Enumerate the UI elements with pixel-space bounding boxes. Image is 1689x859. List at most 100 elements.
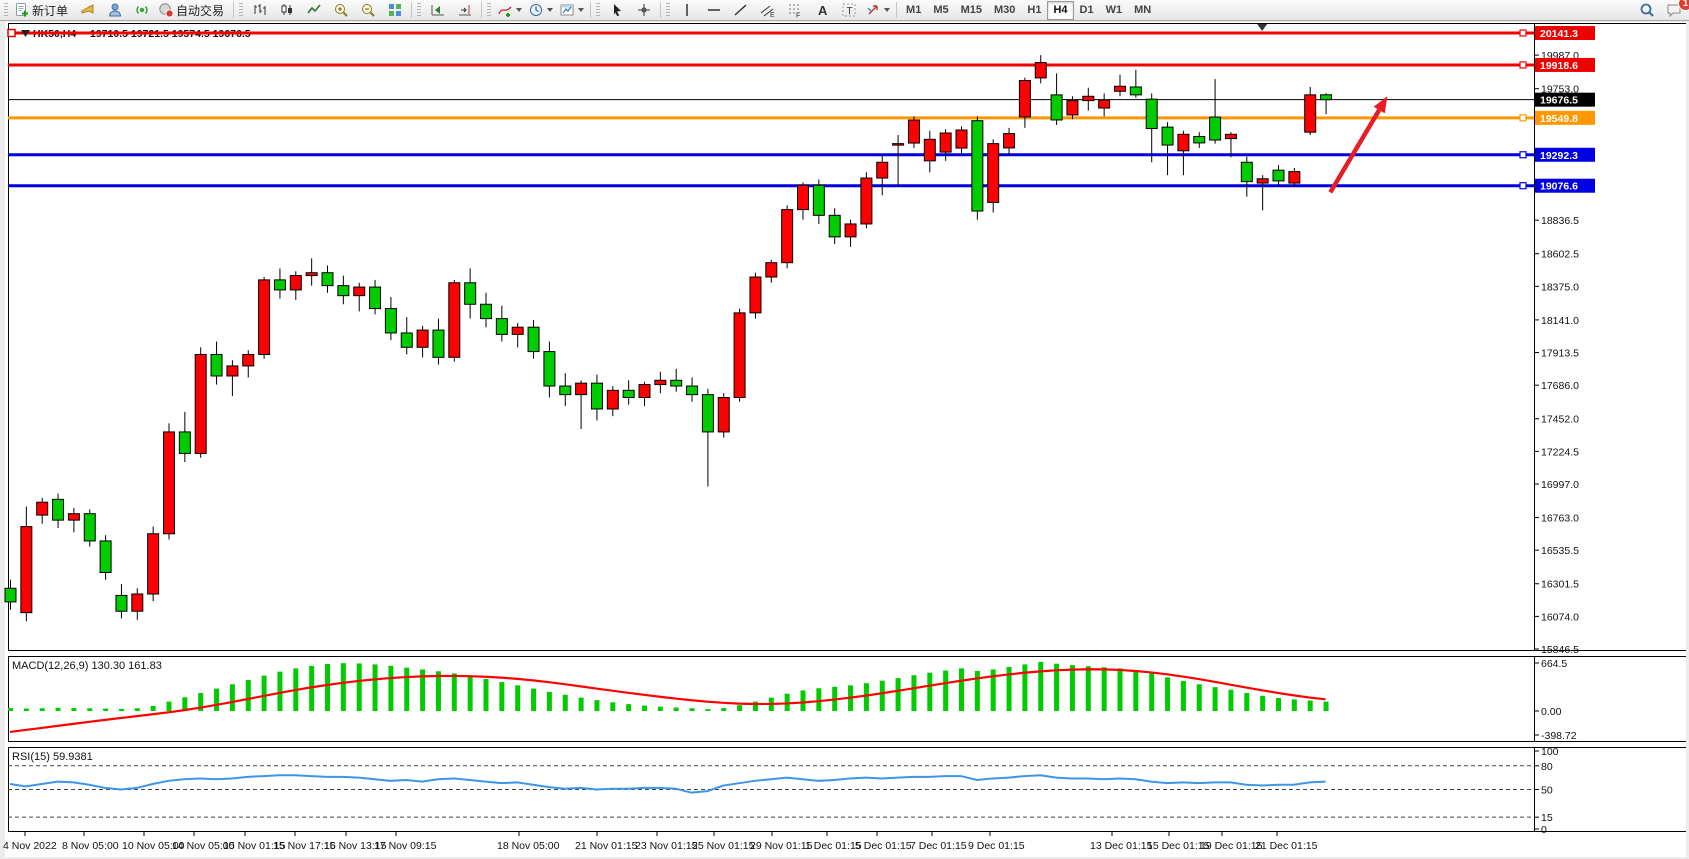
line-chart-button[interactable] <box>300 0 327 21</box>
candle <box>1003 127 1016 156</box>
signals-button[interactable] <box>128 0 155 21</box>
search-button[interactable] <box>1633 0 1660 21</box>
candle <box>749 272 762 319</box>
candle <box>67 507 80 533</box>
svg-text:19676.5: 19676.5 <box>1540 95 1578 107</box>
candle <box>131 588 144 620</box>
chevron-down-icon[interactable] <box>516 8 523 12</box>
candle <box>384 297 397 341</box>
fibonacci-button[interactable]: F <box>781 0 808 21</box>
timeframe-mn[interactable]: MN <box>1134 4 1152 16</box>
svg-text:17913.5: 17913.5 <box>1541 348 1579 360</box>
toolbar-separator <box>233 2 235 18</box>
line-handle[interactable] <box>1519 114 1527 122</box>
candle <box>907 116 920 148</box>
equidistant-channel-button[interactable]: E <box>754 0 781 21</box>
svg-text:-398.72: -398.72 <box>1541 730 1577 742</box>
autotrading-button-label: 自动交易 <box>176 3 225 18</box>
candle <box>606 386 619 417</box>
candle <box>1209 79 1222 144</box>
line-handle[interactable] <box>1519 182 1527 190</box>
candle <box>1256 175 1269 211</box>
tile-windows-button[interactable] <box>381 0 408 21</box>
line-handle[interactable] <box>1519 29 1527 37</box>
broadcast-icon <box>134 2 150 18</box>
candle <box>828 208 841 245</box>
svg-text:16535.5: 16535.5 <box>1541 545 1579 557</box>
bar-chart-button[interactable] <box>246 0 273 21</box>
chevron-down-icon[interactable] <box>884 8 891 12</box>
candle <box>1193 132 1206 148</box>
text-label-button[interactable]: T <box>835 0 862 21</box>
zoom-in-button[interactable] <box>327 0 354 21</box>
timeframe-h1[interactable]: H1 <box>1027 4 1042 16</box>
profile-button[interactable] <box>101 0 128 21</box>
candlestick-chart-button[interactable] <box>273 0 300 21</box>
fibo-icon: F <box>787 2 803 18</box>
candle <box>543 341 556 398</box>
timeframe-m30[interactable]: M30 <box>994 4 1016 16</box>
timeframe-m1[interactable]: M1 <box>906 4 922 16</box>
template-icon <box>559 2 575 18</box>
candle <box>765 259 778 283</box>
candle <box>305 258 318 286</box>
horizontal-lines[interactable] <box>7 28 1534 190</box>
cursor-button[interactable] <box>603 0 630 21</box>
candle <box>115 583 128 619</box>
candle <box>99 535 112 580</box>
svg-text:23 Nov 01:15: 23 Nov 01:15 <box>635 840 698 852</box>
timeframe-m15[interactable]: M15 <box>960 4 982 16</box>
candle <box>527 320 540 359</box>
candle <box>432 318 445 365</box>
macd-pane[interactable]: 664.5 0.00 -398.72 <box>8 658 1577 742</box>
textA-icon: A <box>814 2 830 18</box>
trendline-button[interactable] <box>727 0 754 21</box>
candle <box>701 388 714 487</box>
periods-button[interactable] <box>525 0 556 21</box>
vertical-line-button[interactable] <box>673 0 700 21</box>
timeframe-w1[interactable]: W1 <box>1105 4 1123 16</box>
auto-scroll-button[interactable] <box>424 0 451 21</box>
notification-badge: 1 <box>1678 0 1689 11</box>
metaeditor-button[interactable] <box>74 0 101 21</box>
docplus-icon <box>14 2 30 18</box>
candle <box>1320 93 1333 115</box>
new-order-button[interactable]: 新订单 <box>11 0 74 21</box>
line-handle[interactable] <box>1519 61 1527 69</box>
timeframe-d1[interactable]: D1 <box>1079 4 1094 16</box>
line-handle[interactable] <box>1519 151 1527 159</box>
candle <box>1050 73 1063 125</box>
toolbar-grip <box>4 2 8 18</box>
chevron-down-icon[interactable] <box>547 8 554 12</box>
rsi-pane[interactable]: 100 80 50 150 <box>8 746 1559 836</box>
price-axis: 19987.019753.018836.518602.518375.018141… <box>1534 50 1579 656</box>
zoom-out-button[interactable] <box>354 0 381 21</box>
line-handle[interactable] <box>7 28 16 38</box>
indicators-button[interactable] <box>494 0 525 21</box>
candle <box>797 182 809 220</box>
timeframe-h4[interactable]: H4 <box>1047 0 1074 20</box>
toolbar-separator <box>590 2 592 18</box>
svg-text:19 Dec 01:15: 19 Dec 01:15 <box>1200 840 1263 852</box>
magnifier-icon <box>1639 2 1655 18</box>
chart-menu-arrow-icon[interactable] <box>21 30 30 37</box>
crosshair-button[interactable] <box>630 0 657 21</box>
text-button[interactable]: A <box>808 0 835 21</box>
arrows-button[interactable] <box>862 0 893 21</box>
candle <box>178 411 191 463</box>
candle <box>939 129 952 161</box>
candle <box>1066 96 1079 120</box>
svg-text:7 Dec 01:15: 7 Dec 01:15 <box>910 840 967 852</box>
chart-shift-button[interactable] <box>451 0 478 21</box>
autotrading-button[interactable]: 自动交易 <box>155 0 230 21</box>
horizontal-line-button[interactable] <box>700 0 727 21</box>
timeframe-m5[interactable]: M5 <box>933 4 949 16</box>
linechart-icon <box>306 2 322 18</box>
candle <box>987 139 1000 213</box>
trend-arrow[interactable] <box>1328 96 1388 194</box>
chevron-down-icon[interactable] <box>578 8 585 12</box>
svg-text:8 Nov 05:00: 8 Nov 05:00 <box>62 840 119 852</box>
templates-button[interactable] <box>556 0 587 21</box>
